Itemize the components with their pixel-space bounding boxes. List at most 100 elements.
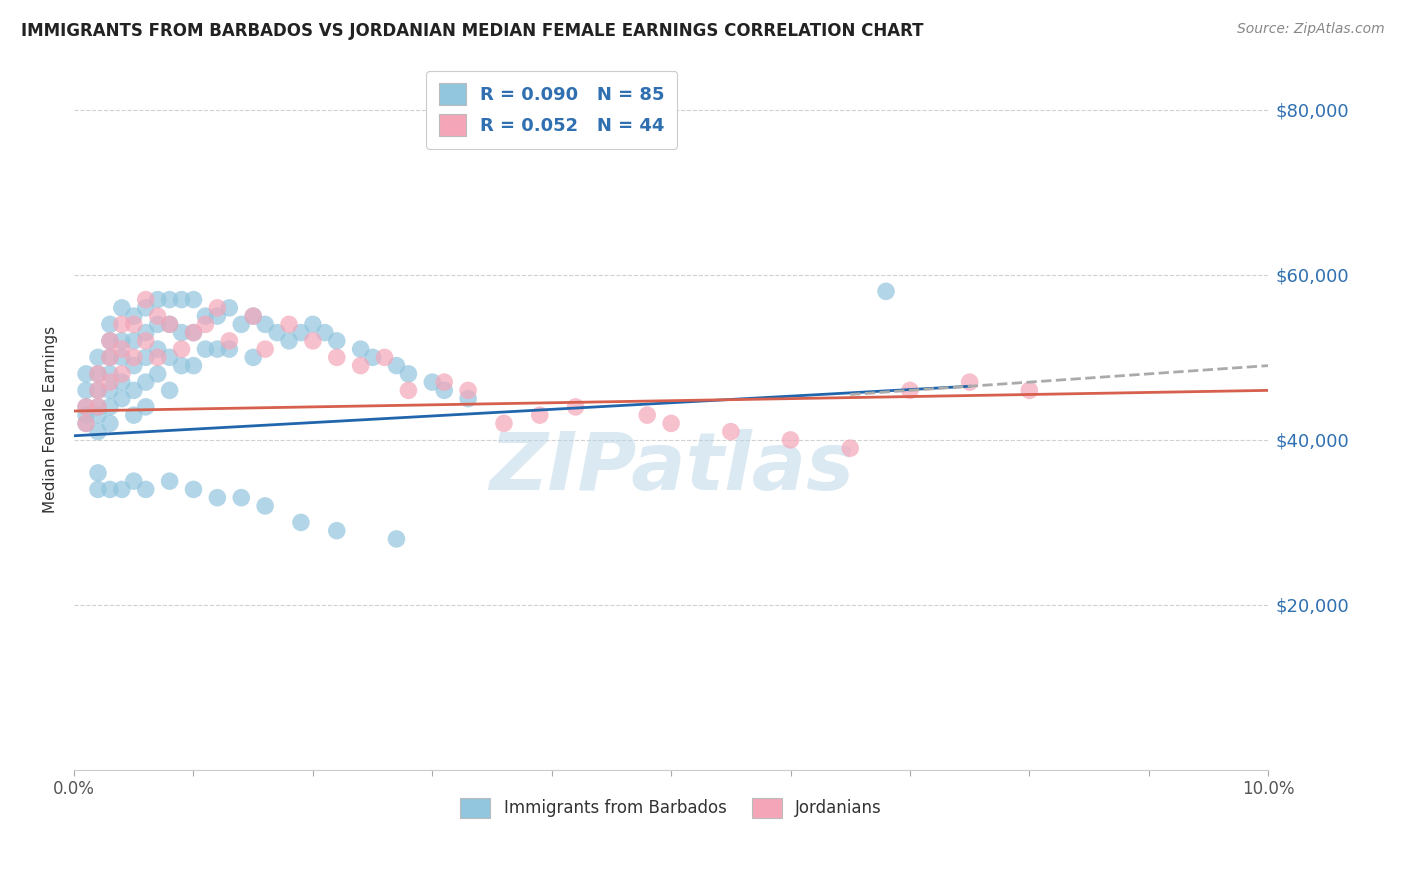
Point (98, 417, 121, 431)
Point (242, 309, 264, 323)
Point (266, 326, 288, 340)
Point (135, 400, 157, 414)
Point (87, 400, 110, 414)
Point (183, 359, 205, 373)
Point (242, 309, 264, 323)
Point (111, 318, 134, 332)
Point (433, 375, 456, 389)
Point (207, 342, 229, 356)
Point (396, 384, 419, 398)
Point (111, 301, 134, 315)
Point (146, 367, 169, 381)
Point (75, 400, 97, 414)
Point (194, 309, 217, 323)
Point (75, 417, 97, 431)
Point (98, 334, 121, 348)
Point (839, 441, 862, 455)
Point (111, 392, 134, 406)
Point (135, 351, 157, 365)
Point (159, 318, 181, 332)
Point (111, 351, 134, 365)
Point (314, 326, 336, 340)
Point (122, 359, 145, 373)
Point (278, 334, 301, 348)
Point (636, 408, 658, 422)
Point (87, 408, 110, 422)
Point (183, 293, 205, 307)
Point (87, 400, 110, 414)
Point (1018, 384, 1040, 398)
Point (146, 309, 169, 323)
Point (183, 326, 205, 340)
Point (492, 417, 515, 431)
Point (361, 351, 384, 365)
Point (326, 334, 349, 348)
Point (87, 367, 110, 381)
Point (98, 384, 121, 398)
Point (98, 318, 121, 332)
Point (385, 359, 408, 373)
Point (98, 483, 121, 497)
Point (159, 318, 181, 332)
Point (159, 474, 181, 488)
Point (135, 301, 157, 315)
Point (87, 367, 110, 381)
Point (350, 342, 373, 356)
Point (75, 367, 97, 381)
Point (170, 326, 193, 340)
Point (218, 342, 240, 356)
Point (396, 367, 419, 381)
Point (457, 384, 479, 398)
Text: IMMIGRANTS FROM BARBADOS VS JORDANIAN MEDIAN FEMALE EARNINGS CORRELATION CHART: IMMIGRANTS FROM BARBADOS VS JORDANIAN ME… (21, 22, 924, 40)
Point (98, 351, 121, 365)
Point (183, 483, 205, 497)
Point (146, 342, 169, 356)
Point (111, 367, 134, 381)
Point (122, 408, 145, 422)
Point (98, 375, 121, 389)
Point (122, 384, 145, 398)
Point (183, 326, 205, 340)
Text: ZIPatlas: ZIPatlas (489, 429, 853, 508)
Point (898, 384, 921, 398)
Text: Source: ZipAtlas.com: Source: ZipAtlas.com (1237, 22, 1385, 37)
Point (218, 301, 240, 315)
Point (302, 334, 325, 348)
Point (159, 351, 181, 365)
Point (170, 293, 193, 307)
Point (231, 491, 253, 505)
Point (75, 417, 97, 431)
Point (111, 334, 134, 348)
Point (75, 408, 97, 422)
Point (875, 285, 897, 299)
Point (779, 433, 801, 447)
Point (135, 326, 157, 340)
Point (170, 342, 193, 356)
Point (420, 375, 443, 389)
Point (326, 524, 349, 538)
Point (564, 400, 586, 414)
Point (87, 384, 110, 398)
Y-axis label: Median Female Earnings: Median Female Earnings (44, 326, 58, 513)
Point (87, 351, 110, 365)
Point (98, 400, 121, 414)
Point (122, 318, 145, 332)
Point (75, 384, 97, 398)
Point (433, 384, 456, 398)
Point (350, 359, 373, 373)
Point (122, 309, 145, 323)
Point (290, 326, 312, 340)
Point (146, 351, 169, 365)
Point (278, 318, 301, 332)
Point (146, 293, 169, 307)
Point (135, 293, 157, 307)
Point (290, 516, 312, 530)
Point (194, 342, 217, 356)
Point (122, 351, 145, 365)
Point (122, 474, 145, 488)
Point (457, 392, 479, 406)
Point (98, 367, 121, 381)
Point (111, 375, 134, 389)
Point (720, 425, 742, 439)
Point (135, 375, 157, 389)
